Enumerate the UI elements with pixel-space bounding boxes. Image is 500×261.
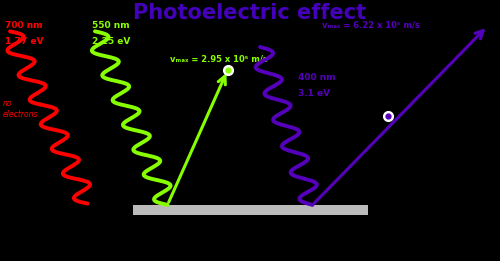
Text: 550 nm: 550 nm: [92, 21, 130, 30]
Text: Photoelectric effect: Photoelectric effect: [134, 3, 366, 23]
Text: vₘₐₓ = 2.95 x 10⁵ m/s: vₘₐₓ = 2.95 x 10⁵ m/s: [170, 55, 268, 64]
Text: 2.25 eV: 2.25 eV: [92, 37, 131, 45]
Text: 400 nm: 400 nm: [298, 73, 335, 82]
Text: vₘₐₓ = 6.22 x 10⁵ m/s: vₘₐₓ = 6.22 x 10⁵ m/s: [322, 21, 420, 30]
Text: 1.77 eV: 1.77 eV: [5, 37, 44, 45]
Text: 700 nm: 700 nm: [5, 21, 43, 30]
Text: no
electrons: no electrons: [2, 99, 38, 118]
Bar: [132, 205, 368, 215]
Text: 3.1 eV: 3.1 eV: [298, 89, 330, 98]
